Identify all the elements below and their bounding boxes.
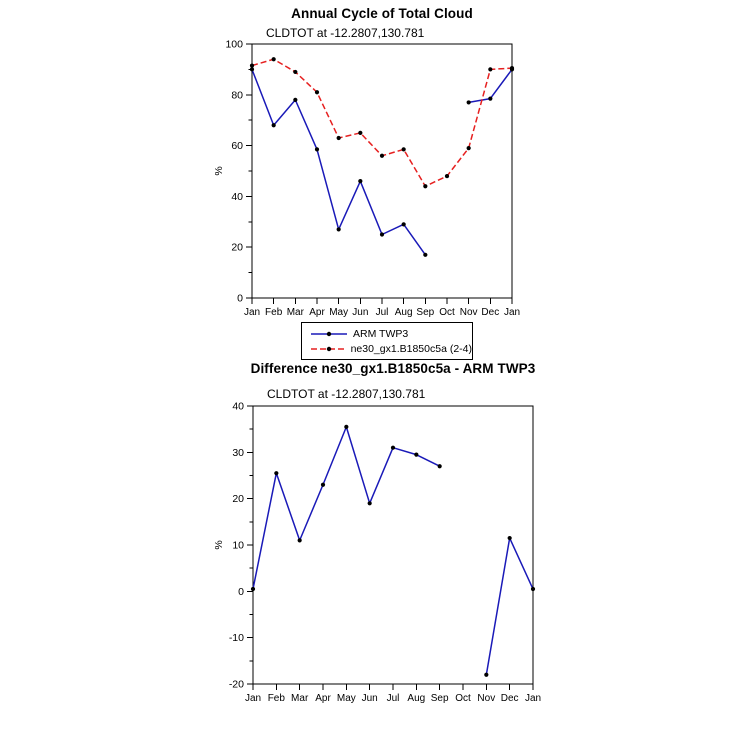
svg-text:Mar: Mar — [291, 693, 309, 704]
legend: ARM TWP3 ne30_gx1.B1850c5a (2-4) — [301, 322, 473, 360]
bottom-chart-title: Difference ne30_gx1.B1850c5a - ARM TWP3 — [250, 361, 536, 376]
legend-dashed-line-icon — [311, 346, 346, 351]
svg-text:Apr: Apr — [309, 307, 325, 318]
legend-item-arm-twp3: ARM TWP3 — [310, 326, 472, 341]
svg-text:Oct: Oct — [439, 307, 455, 318]
top-chart-subtitle: CLDTOT at -12.2807,130.781 — [266, 26, 425, 40]
svg-text:Dec: Dec — [501, 693, 519, 704]
svg-text:Feb: Feb — [268, 693, 286, 704]
svg-text:Feb: Feb — [265, 307, 283, 318]
svg-text:-20: -20 — [229, 679, 244, 691]
series-ne30-gx1-b1850c5a-2-4- — [249, 57, 515, 189]
svg-text:Jan: Jan — [245, 693, 261, 704]
svg-text:60: 60 — [231, 140, 243, 152]
series-arm-twp3 — [249, 67, 515, 257]
svg-text:Nov: Nov — [460, 307, 478, 318]
svg-text:Nov: Nov — [477, 693, 495, 704]
svg-text:Aug: Aug — [407, 693, 425, 704]
svg-text:Jun: Jun — [362, 693, 378, 704]
axes-frame — [247, 405, 534, 690]
svg-text:80: 80 — [231, 89, 243, 101]
svg-text:Aug: Aug — [395, 307, 413, 318]
svg-text:40: 40 — [231, 191, 243, 203]
svg-text:Apr: Apr — [315, 693, 331, 704]
svg-text:Sep: Sep — [416, 307, 434, 318]
legend-item-ne30: ne30_gx1.B1850c5a (2-4) — [310, 341, 472, 356]
svg-text:Jun: Jun — [352, 307, 368, 318]
series-difference — [250, 424, 536, 677]
svg-text:0: 0 — [238, 586, 244, 598]
bottom-chart-subtitle: CLDTOT at -12.2807,130.781 — [267, 387, 426, 401]
legend-solid-line-icon — [311, 331, 347, 336]
svg-text:Jan: Jan — [244, 307, 260, 318]
svg-text:20: 20 — [231, 242, 243, 254]
axes-frame — [246, 43, 513, 304]
svg-text:Jan: Jan — [504, 307, 520, 318]
svg-text:20: 20 — [232, 493, 244, 505]
svg-text:Mar: Mar — [287, 307, 305, 318]
top-chart-title: Annual Cycle of Total Cloud — [291, 6, 473, 21]
svg-text:Oct: Oct — [455, 693, 471, 704]
annual-cycle-total-cloud-chart: 0 20 40 60 80 100 Jan Feb Mar Apr May Jun Jul Aug Sep O… — [213, 39, 520, 319]
tick-labels: -20 -10 0 10 20 30 40 Jan Feb Mar Apr May Jun Jul Aug S… — [213, 401, 541, 705]
tick-labels: 0 20 40 60 80 100 Jan Feb Mar Apr May Jun Jul Aug Sep O… — [213, 39, 520, 319]
svg-text:May: May — [337, 693, 356, 704]
svg-text:30: 30 — [232, 447, 244, 459]
svg-text:Jan: Jan — [525, 693, 541, 704]
svg-text:Dec: Dec — [481, 307, 499, 318]
legend-label-arm-twp3: ARM TWP3 — [353, 327, 409, 340]
svg-text:-10: -10 — [229, 632, 244, 644]
svg-text:Sep: Sep — [431, 693, 449, 704]
svg-text:%: % — [213, 166, 225, 175]
svg-text:Jul: Jul — [387, 693, 400, 704]
svg-text:10: 10 — [232, 540, 244, 552]
svg-text:%: % — [213, 540, 225, 549]
svg-text:Jul: Jul — [376, 307, 389, 318]
svg-text:40: 40 — [232, 401, 244, 413]
svg-text:0: 0 — [237, 293, 243, 305]
difference-chart: -20 -10 0 10 20 30 40 Jan Feb Mar Apr May Jun Jul Aug S… — [213, 401, 541, 705]
svg-text:100: 100 — [225, 39, 243, 51]
legend-label-ne30: ne30_gx1.B1850c5a (2-4) — [350, 342, 472, 355]
svg-text:May: May — [329, 307, 348, 318]
